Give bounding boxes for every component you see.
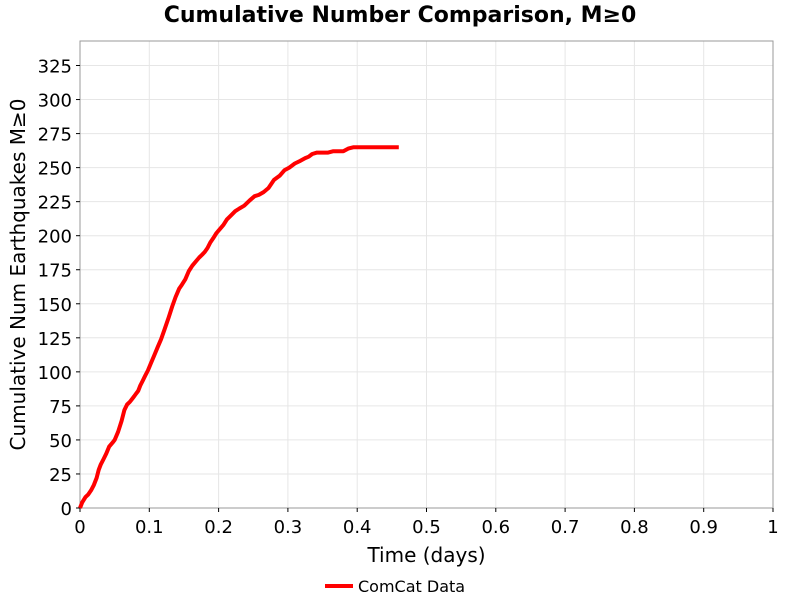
series-line-comcat-data [78, 145, 399, 509]
x-tick-label: 0 [74, 517, 85, 538]
y-tick-label: 225 [38, 193, 72, 214]
axis-ticks: 0 0.1 0.2 0.3 0.4 0.5 0.6 0.7 0.8 0.9 1 0 25 50 75 100 1… [38, 57, 779, 538]
chart-title: Cumulative Number Comparison, M≥0 [163, 3, 637, 28]
y-tick-label: 200 [38, 227, 72, 248]
x-tick-label: 0.4 [343, 517, 372, 538]
legend: ComCat Data [325, 577, 465, 596]
x-tick-label: 0.1 [135, 517, 164, 538]
grid-lines [80, 41, 773, 508]
y-tick-label: 50 [49, 431, 72, 452]
y-tick-label: 125 [38, 329, 72, 350]
x-axis-label: Time (days) [366, 543, 485, 567]
x-tick-label: 0.7 [551, 517, 580, 538]
y-tick-label: 25 [49, 465, 72, 486]
x-tick-label: 0.9 [689, 517, 718, 538]
series-layer [78, 145, 399, 509]
y-tick-label: 150 [38, 295, 72, 316]
x-tick-label: 0.3 [274, 517, 303, 538]
y-tick-label: 0 [61, 499, 72, 520]
y-tick-label: 325 [38, 57, 72, 78]
x-tick-label: 1 [767, 517, 778, 538]
y-axis-label: Cumulative Num Earthquakes M≥0 [6, 99, 30, 451]
legend-label-comcat-data: ComCat Data [358, 577, 465, 596]
y-tick-label: 175 [38, 261, 72, 282]
y-tick-label: 100 [38, 363, 72, 384]
y-tick-label: 300 [38, 91, 72, 112]
y-tick-label: 275 [38, 125, 72, 146]
x-tick-label: 0.6 [481, 517, 510, 538]
x-tick-label: 0.8 [620, 517, 649, 538]
y-tick-label: 250 [38, 159, 72, 180]
y-tick-label: 75 [49, 397, 72, 418]
x-tick-label: 0.5 [412, 517, 441, 538]
x-tick-label: 0.2 [204, 517, 233, 538]
